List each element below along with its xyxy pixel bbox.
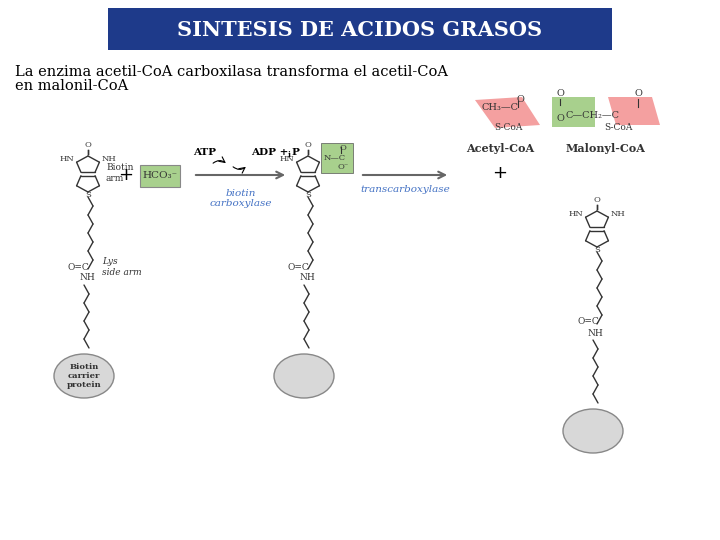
Text: S: S [594, 246, 600, 254]
Text: NH: NH [299, 273, 315, 282]
Text: HN: HN [568, 210, 583, 218]
Text: O: O [305, 141, 312, 149]
Text: O: O [556, 89, 564, 98]
Text: Acetyl-CoA: Acetyl-CoA [466, 143, 534, 154]
Text: NH: NH [322, 155, 337, 163]
Text: NH: NH [79, 273, 95, 282]
Bar [108, 8, 612, 50]
Text: ATP: ATP [194, 148, 217, 157]
Text: +: + [119, 166, 133, 184]
Polygon shape [608, 97, 660, 125]
Text: carboxylase: carboxylase [210, 199, 271, 208]
Text: O=C: O=C [68, 262, 90, 272]
Text: HCO₃⁻: HCO₃⁻ [143, 171, 178, 179]
Text: i: i [288, 151, 291, 159]
Text: O: O [516, 94, 524, 104]
Text: transcarboxylase: transcarboxylase [360, 185, 450, 194]
Ellipse shape [274, 354, 334, 398]
Text: Biotin
carrier
protein: Biotin carrier protein [67, 363, 102, 389]
Ellipse shape [54, 354, 114, 398]
Text: O: O [593, 196, 600, 204]
Text: S-CoA: S-CoA [604, 123, 632, 132]
Text: O: O [340, 144, 346, 152]
Text: HN: HN [59, 155, 74, 163]
Text: S: S [85, 191, 91, 199]
Text: NH: NH [611, 210, 626, 218]
Text: O: O [84, 141, 91, 149]
Polygon shape [475, 97, 540, 128]
Text: O⁻: O⁻ [338, 163, 348, 171]
Text: O=C: O=C [288, 262, 310, 272]
Text: biotin: biotin [225, 189, 256, 198]
Bar [321, 143, 353, 173]
Text: O=C: O=C [577, 318, 599, 327]
Text: en malonil-CoA: en malonil-CoA [15, 79, 128, 93]
Text: Lys
side arm: Lys side arm [102, 257, 142, 276]
Text: C—CH₂—C: C—CH₂—C [566, 111, 620, 119]
Text: O: O [634, 89, 642, 98]
Text: S-CoA: S-CoA [494, 123, 522, 132]
Text: Malonyl-CoA: Malonyl-CoA [565, 143, 645, 154]
Ellipse shape [563, 409, 623, 453]
Bar [552, 97, 595, 127]
Text: S: S [305, 191, 311, 199]
Text: HN: HN [279, 155, 294, 163]
Text: SINTESIS DE ACIDOS GRASOS: SINTESIS DE ACIDOS GRASOS [177, 20, 543, 40]
Text: La enzima acetil-CoA carboxilasa transforma el acetil-CoA: La enzima acetil-CoA carboxilasa transfo… [15, 65, 448, 79]
Text: +: + [492, 164, 508, 182]
Text: CH₃—C: CH₃—C [482, 103, 519, 111]
Text: NH: NH [588, 328, 604, 338]
Text: N—C: N—C [324, 154, 346, 162]
Text: ADP + P: ADP + P [251, 148, 300, 157]
Bar [140, 165, 180, 187]
Text: NH: NH [102, 155, 117, 163]
Text: O: O [556, 114, 564, 123]
Text: Biotin
arm: Biotin arm [106, 163, 133, 183]
